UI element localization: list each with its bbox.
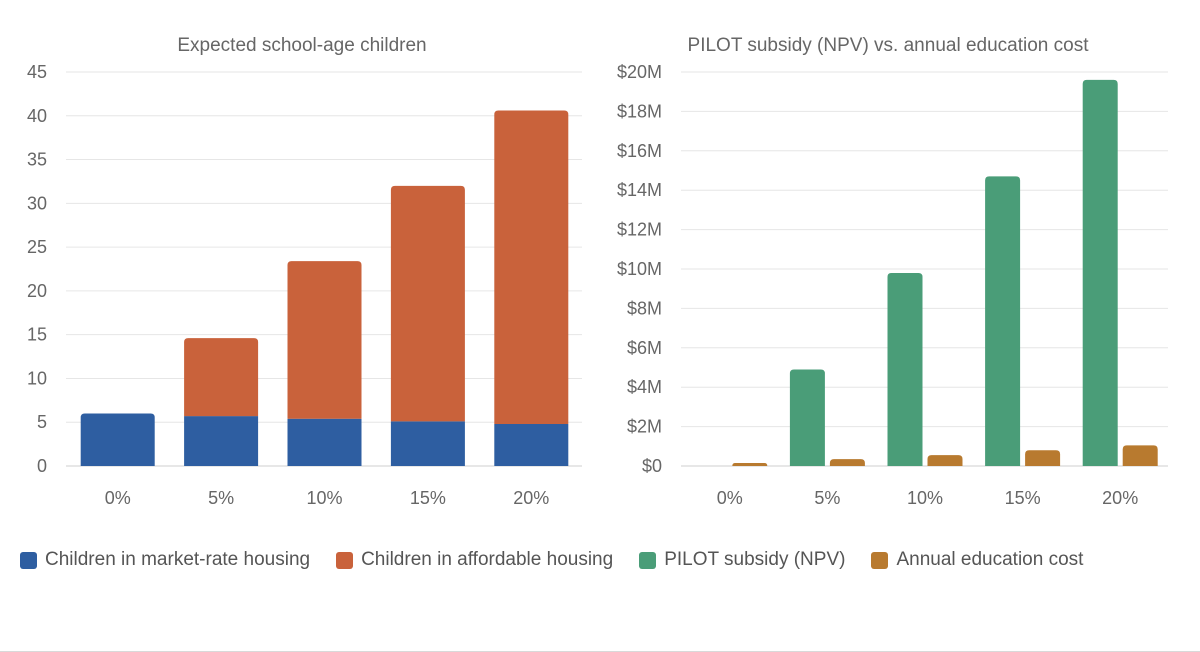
- children-bar-market-rate: [80, 413, 155, 466]
- legend-swatch-pilot-subsidy: [639, 551, 657, 569]
- pilot-chart-title: PILOT subsidy (NPV) vs. annual education…: [688, 35, 1090, 56]
- pilot-bar-subsidy: [789, 369, 825, 466]
- children-bar-market-rate: [390, 421, 465, 466]
- pilot-bar-education-cost: [829, 459, 865, 466]
- pilot-bar-subsidy: [985, 176, 1021, 466]
- children-x-tick-label: 20%: [513, 488, 549, 508]
- children-y-tick-label: 5: [37, 412, 47, 432]
- legend-item-pilot-subsidy[interactable]: PILOT subsidy (NPV): [639, 546, 845, 574]
- charts-area: Expected school-age children 0 5 10 15 20 25 30…: [27, 35, 1168, 508]
- pilot-x-tick-label: 15%: [1005, 488, 1041, 508]
- pilot-y-tick-label: $2M: [627, 417, 662, 437]
- children-bar-affordable: [184, 338, 259, 417]
- children-y-tick-label: 20: [27, 281, 47, 301]
- pilot-x-tick-label: 0%: [717, 488, 743, 508]
- legend-swatch-education-cost: [871, 551, 889, 569]
- children-bar-market-rate: [494, 423, 569, 466]
- pilot-y-tick-label: $4M: [627, 377, 662, 397]
- children-chart-title: Expected school-age children: [177, 35, 426, 56]
- pilot-y-tick-label: $0: [642, 456, 662, 476]
- legend-swatch-affordable: [336, 551, 354, 569]
- legend-swatch-market-rate: [20, 551, 37, 569]
- children-y-tick-label: 15: [27, 325, 47, 345]
- pilot-y-tick-label: $16M: [617, 141, 662, 161]
- pilot-y-tick-label: $14M: [617, 180, 662, 200]
- children-bar-market-rate: [184, 416, 259, 466]
- pilot-y-tick-label: $10M: [617, 259, 662, 279]
- pilot-bar-subsidy: [1082, 79, 1118, 466]
- children-bar-affordable: [287, 261, 362, 419]
- children-bar-market-rate: [287, 418, 362, 466]
- children-y-tick-label: 40: [27, 106, 47, 126]
- children-x-tick-label: 5%: [208, 488, 234, 508]
- legend-item-education-cost[interactable]: Annual education cost: [871, 546, 1083, 574]
- children-y-tick-label: 10: [27, 368, 47, 388]
- legend-item-market-rate[interactable]: Children in market-rate housing: [20, 546, 310, 574]
- legend-label-education-cost: Annual education cost: [896, 549, 1084, 570]
- legend-label-pilot-subsidy: PILOT subsidy (NPV): [664, 549, 846, 570]
- pilot-x-tick-label: 10%: [907, 488, 943, 508]
- legend-item-affordable[interactable]: Children in affordable housing: [336, 546, 613, 574]
- children-bar-affordable: [390, 185, 465, 422]
- children-x-tick-label: 0%: [105, 488, 131, 508]
- children-y-tick-label: 25: [27, 237, 47, 257]
- charts-svg: Expected school-age children 0 5 10 15 20 25 30…: [27, 35, 1168, 508]
- legend: Children in market-rate housing Children…: [20, 546, 1180, 574]
- pilot-y-tick-label: $18M: [617, 101, 662, 121]
- pilot-y-tick-label: $6M: [627, 338, 662, 358]
- legend-label-affordable: Children in affordable housing: [361, 549, 614, 570]
- pilot-y-tick-label: $12M: [617, 220, 662, 240]
- pilot-y-tick-label: $8M: [627, 298, 662, 318]
- pilot-bar-education-cost: [1122, 445, 1158, 466]
- children-x-tick-label: 10%: [306, 488, 342, 508]
- children-y-tick-label: 0: [37, 456, 47, 476]
- pilot-y-tick-label: $20M: [617, 62, 662, 82]
- children-bar-affordable: [494, 110, 569, 424]
- children-y-tick-label: 35: [27, 150, 47, 170]
- pilot-bar-education-cost: [1025, 450, 1061, 466]
- children-y-tick-label: 30: [27, 193, 47, 213]
- pilot-bar-education-cost: [732, 463, 768, 466]
- pilot-x-tick-label: 5%: [814, 488, 840, 508]
- pilot-bar-education-cost: [927, 455, 963, 466]
- legend-label-market-rate: Children in market-rate housing: [45, 549, 311, 570]
- pilot-x-tick-label: 20%: [1102, 488, 1138, 508]
- children-x-tick-label: 15%: [410, 488, 446, 508]
- children-y-tick-label: 45: [27, 62, 47, 82]
- pilot-bar-subsidy: [887, 272, 923, 466]
